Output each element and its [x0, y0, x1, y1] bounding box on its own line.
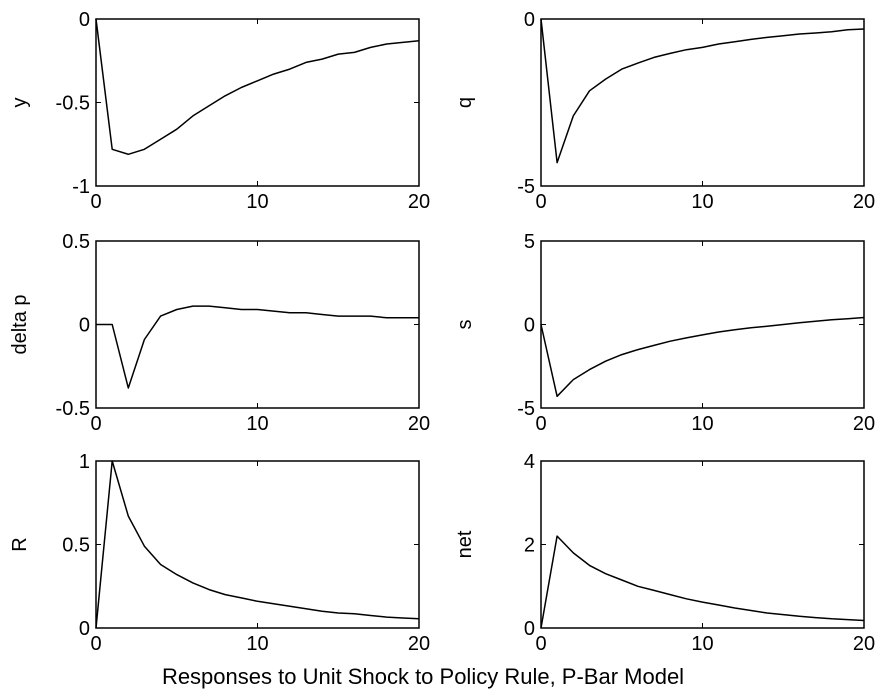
- y-axis-label: R: [9, 537, 31, 551]
- y-tick-label: -5: [517, 176, 535, 198]
- figure-caption: Responses to Unit Shock to Policy Rule, …: [161, 664, 685, 689]
- x-tick-label: 0: [90, 191, 101, 213]
- y-tick-label: -1: [72, 176, 90, 198]
- y-tick-label: -5: [517, 398, 535, 420]
- y-tick-label: 2: [524, 535, 535, 557]
- y-tick-label: 0.5: [62, 231, 90, 253]
- x-tick-label: 10: [246, 191, 268, 213]
- axes-box: [540, 18, 865, 187]
- x-tick-label: 10: [246, 413, 268, 435]
- x-tick-label: 0: [535, 633, 546, 655]
- x-tick-label: 10: [691, 413, 713, 435]
- x-tick-label: 10: [246, 633, 268, 655]
- y-axis-label: delta p: [9, 294, 31, 354]
- series-line-delta-p: [96, 305, 419, 389]
- x-tick-label: 0: [90, 413, 101, 435]
- x-tick-label: 0: [535, 413, 546, 435]
- x-tick-label: 10: [691, 191, 713, 213]
- axes-box: [95, 460, 420, 629]
- axes-box: [540, 460, 865, 629]
- x-tick-label: 10: [691, 633, 713, 655]
- y-tick-label: -0.5: [56, 398, 90, 420]
- x-tick-label: 20: [408, 191, 430, 213]
- y-axis-label: q: [454, 97, 476, 108]
- axes-box: [95, 240, 420, 409]
- y-tick-label: -0.5: [56, 93, 90, 115]
- series-line-net: [540, 535, 865, 629]
- y-axis-label: y: [9, 98, 31, 108]
- series-line-s: [540, 316, 865, 398]
- y-tick-label: 0: [79, 618, 90, 640]
- x-tick-label: 20: [853, 633, 875, 655]
- y-tick-label: 1: [79, 451, 90, 473]
- y-axis-label: net: [454, 530, 476, 558]
- x-tick-label: 0: [535, 191, 546, 213]
- x-tick-label: 0: [90, 633, 101, 655]
- y-tick-label: 0: [79, 315, 90, 337]
- series-line-q: [540, 18, 865, 164]
- x-tick-label: 20: [408, 633, 430, 655]
- axes-box: [540, 240, 865, 409]
- y-axis-label: s: [454, 320, 476, 330]
- series-line-R: [95, 460, 420, 629]
- subplot-q: 0 10 200-5q: [454, 9, 875, 213]
- subplot-y: 0 10 20 0 -0.5 -1 y: [9, 9, 430, 213]
- y-tick-label: 0: [524, 9, 535, 31]
- series-line-y: [95, 18, 420, 156]
- y-tick-label: 0: [524, 315, 535, 337]
- y-tick-label: 0: [79, 9, 90, 31]
- y-tick-label: 0.5: [62, 535, 90, 557]
- y-tick-label: 5: [524, 231, 535, 253]
- y-tick-label: 0: [524, 618, 535, 640]
- subplot-R: 0 10 20 1 0.5 0 R: [9, 451, 430, 655]
- x-tick-label: 20: [408, 413, 430, 435]
- x-tick-label: 20: [853, 413, 875, 435]
- y-tick-label: 4: [524, 451, 535, 473]
- axes-box: [95, 18, 420, 187]
- x-tick-label: 20: [853, 191, 875, 213]
